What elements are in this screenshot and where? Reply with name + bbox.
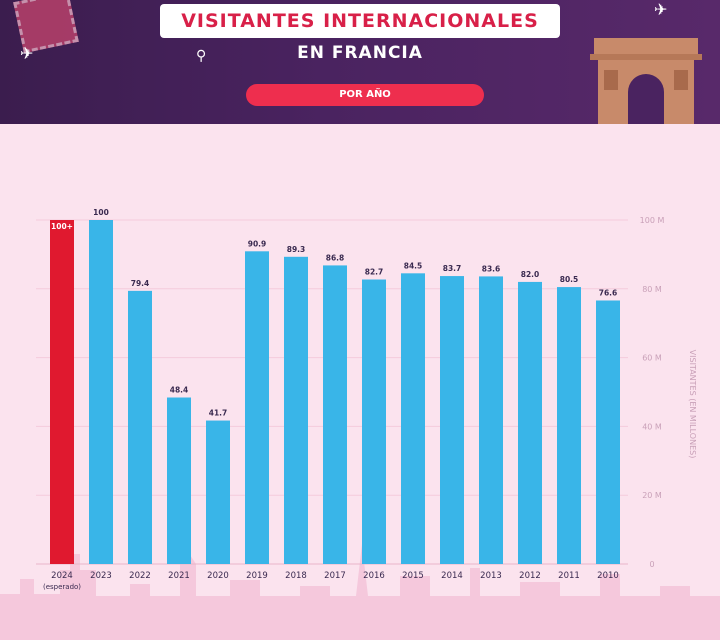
bar-2010 [596,300,620,564]
chart-title: VISITANTES INTERNACIONALES [160,4,560,38]
chart-area: 100+ 100 79.4 48.4 41.7 90.9 89.3 86.8 82.7 84.5 8… [0,124,720,640]
y-tick-label: 100 M [640,216,665,225]
bar-2023 [89,220,113,564]
x-tick-label-2016: 2016 [363,571,385,581]
x-tick-label-2024: 2024 [51,571,73,581]
bar-2021 [167,397,191,564]
x-tick-label-2015: 2015 [402,571,424,581]
data-label-2021: 48.4 [170,386,189,395]
plane-icon: ✈ [20,44,34,63]
data-label-2011: 80.5 [560,275,579,284]
x-tick-label-2012: 2012 [519,571,541,581]
data-label-2014: 83.7 [443,264,462,273]
bar-2012 [518,281,542,564]
data-label-2019: 90.9 [248,239,267,248]
x-tick-label-2014: 2014 [441,571,463,581]
data-label-2023: 100 [93,208,109,217]
y-axis-label: VISITANTES (EN MILLONES) [688,350,697,459]
bar-2017 [323,265,347,564]
y-tick-label: 60 M [642,354,662,363]
x-tick-label-2021: 2021 [168,571,190,581]
bar-2022 [128,290,152,564]
bar-2020 [206,420,230,564]
arc-de-triomphe-icon [590,38,702,124]
x-tick-label-2010: 2010 [597,571,619,581]
period-pill: POR AÑO [246,84,484,106]
bar-2011 [557,287,581,564]
data-label-2022: 79.4 [131,279,150,288]
plane-icon: ✈ [654,0,668,19]
bar-2015 [401,273,425,564]
x-tick-label-2022: 2022 [129,571,151,581]
data-label-2018: 89.3 [287,245,306,254]
skyline-decoration [0,544,720,640]
y-tick-label: 0 [649,560,654,569]
x-tick-label-2019: 2019 [246,571,268,581]
y-tick-label: 40 M [642,422,662,431]
bar-2019 [245,251,269,564]
bar-2016 [362,279,386,564]
y-tick-label: 80 M [642,285,662,294]
x-tick-note: (esperado) [43,583,81,591]
data-label-2015: 84.5 [404,261,423,270]
data-label-2016: 82.7 [365,268,384,277]
y-tick-label: 20 M [642,491,662,500]
x-tick-label-2020: 2020 [207,571,229,581]
header-banner: ✈ ✈ ⚲ VISITANTES INTERNACIONALES EN FRAN… [0,0,720,124]
data-label-2010: 76.6 [599,288,618,297]
data-label-2013: 83.6 [482,264,501,273]
bar-2014 [440,276,464,564]
x-tick-label-2018: 2018 [285,571,307,581]
bar-chart: 100+ 100 79.4 48.4 41.7 90.9 89.3 86.8 82.7 84.5 8… [0,208,720,640]
chart-subtitle: EN FRANCIA [297,43,423,63]
x-tick-label-2011: 2011 [558,571,580,581]
data-label-2020: 41.7 [209,409,228,418]
x-tick-label-2023: 2023 [90,571,112,581]
bar-2018 [284,256,308,564]
bar-2013 [479,276,503,564]
x-tick-label-2017: 2017 [324,571,346,581]
x-tick-label-2013: 2013 [480,571,502,581]
data-label-2017: 86.8 [326,253,345,262]
data-label-2012: 82.0 [521,270,540,279]
data-label-2024: 100+ [51,222,73,231]
bar-2024 [50,220,74,564]
pin-icon: ⚲ [196,48,207,64]
